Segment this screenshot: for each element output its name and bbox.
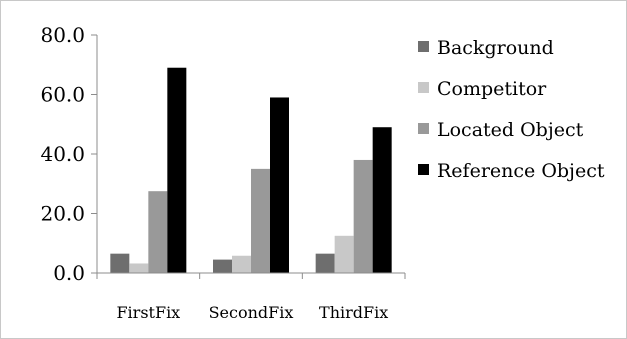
bar-background-thirdfix [315,253,335,273]
bar-competitor-firstfix [129,263,149,273]
y-axis: 0.0 20.0 40.0 60.0 80.0 [40,23,98,285]
x-axis: FirstFix SecondFix ThirdFix [96,272,406,322]
legend-swatch-competitor [418,82,429,93]
bar-competitor-secondfix [232,255,251,273]
bar-competitor-thirdfix [334,235,354,273]
y-tick-label: 60.0 [40,83,85,107]
x-tick-label: FirstFix [116,303,180,322]
legend-label-competitor: Competitor [437,78,547,100]
y-tick-label: 40.0 [40,142,85,166]
legend-label-located-object: Located Object [437,119,584,141]
legend-label-reference-object: Reference Object [437,160,605,182]
legend-swatch-located-object [418,123,429,134]
bar-reference-object-firstfix [167,67,187,273]
legend-swatch-reference-object [418,164,429,175]
bar-background-firstfix [110,253,130,273]
y-tick-label: 0.0 [53,261,85,285]
legend-label-background: Background [437,37,554,59]
bar-located-object-firstfix [148,191,168,273]
bar-reference-object-secondfix [270,97,289,273]
bars [110,67,392,273]
x-tick-label: ThirdFix [319,303,388,322]
bar-located-object-secondfix [251,168,270,273]
y-tick-label: 80.0 [40,23,85,47]
legend-swatch-background [418,41,429,52]
bar-located-object-thirdfix [353,159,373,273]
bar-background-secondfix [213,259,232,273]
x-tick-label: SecondFix [209,303,294,322]
legend: Background Competitor Located Object Refere… [418,37,605,182]
y-tick-label: 20.0 [40,202,85,226]
bar-reference-object-thirdfix [372,127,392,273]
